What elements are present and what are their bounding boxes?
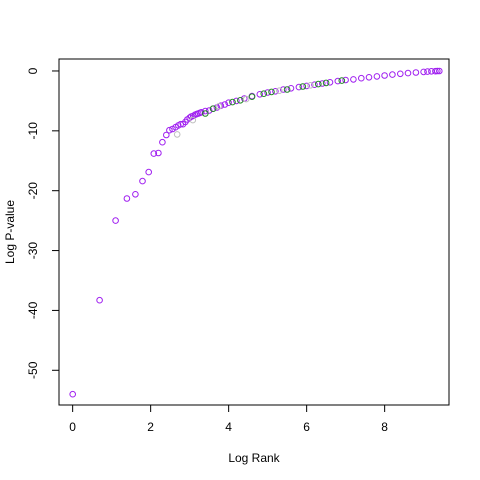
data-point	[96, 296, 103, 304]
data-point	[381, 72, 388, 79]
data-point	[209, 105, 217, 112]
data-point	[264, 89, 271, 96]
data-point	[287, 85, 295, 92]
data-point	[276, 87, 283, 94]
data-point	[404, 69, 412, 77]
y-tick-label: -10	[26, 122, 40, 140]
y-tick-label: -30	[26, 242, 40, 260]
data-point	[248, 93, 256, 100]
data-point	[189, 116, 197, 124]
y-axis: 0 -10 -20 -30 -40 -50	[26, 67, 59, 379]
data-point	[123, 195, 131, 202]
data-point	[256, 91, 264, 98]
data-point	[342, 76, 349, 84]
y-tick-label: 0	[26, 67, 40, 74]
data-point	[202, 107, 209, 115]
data-point	[350, 76, 357, 83]
data-point	[307, 82, 314, 89]
plot-frame	[58, 58, 450, 406]
data-point	[315, 80, 322, 88]
data-point	[159, 138, 166, 146]
data-point	[242, 95, 250, 103]
data-point	[280, 86, 287, 93]
y-axis-title: Log P-value	[3, 200, 17, 264]
data-point	[173, 131, 181, 138]
data-point	[358, 74, 365, 82]
x-axis-title: Log Rank	[228, 451, 280, 465]
data-point	[166, 126, 173, 134]
x-tick-label: 2	[147, 420, 154, 434]
data-point	[155, 149, 162, 157]
data-point	[299, 83, 307, 90]
data-point	[132, 191, 139, 198]
data-point	[295, 83, 303, 91]
data-point	[221, 101, 229, 108]
data-point	[225, 99, 232, 106]
data-point	[229, 98, 236, 106]
data-point	[233, 97, 240, 105]
data-point	[112, 217, 119, 224]
data-point	[215, 103, 223, 110]
data-point	[365, 74, 373, 81]
data-point	[334, 77, 342, 85]
data-point	[412, 69, 420, 76]
data-point	[145, 168, 152, 176]
x-tick-label: 6	[303, 420, 310, 434]
data-point	[436, 67, 443, 75]
data-point	[397, 70, 404, 78]
data-point	[283, 86, 291, 93]
y-tick-label: -50	[26, 361, 40, 379]
data-point	[150, 150, 158, 157]
data-point	[434, 67, 441, 75]
x-axis: 0 2 4 6 8	[69, 405, 388, 434]
data-point	[420, 68, 427, 76]
data-point	[260, 90, 268, 97]
data-point	[139, 177, 146, 185]
data-point	[303, 82, 310, 90]
x-tick-label: 8	[381, 420, 388, 434]
data-point	[389, 71, 396, 78]
data-point	[69, 390, 76, 398]
data-point	[322, 79, 330, 87]
data-point	[319, 80, 326, 87]
data-point	[202, 110, 209, 117]
data-point	[424, 68, 431, 75]
data-point	[338, 77, 346, 84]
data-point	[326, 79, 334, 86]
x-tick-label: 0	[69, 420, 76, 434]
x-tick-label: 4	[225, 420, 232, 434]
data-point	[311, 81, 318, 88]
data-point	[163, 131, 170, 139]
y-tick-label: -40	[26, 301, 40, 319]
data-point	[237, 97, 244, 104]
data-point	[198, 109, 205, 116]
y-tick-label: -20	[26, 182, 40, 200]
data-points	[69, 67, 443, 398]
data-point	[272, 88, 279, 95]
data-point	[373, 73, 381, 80]
data-point	[268, 88, 275, 96]
